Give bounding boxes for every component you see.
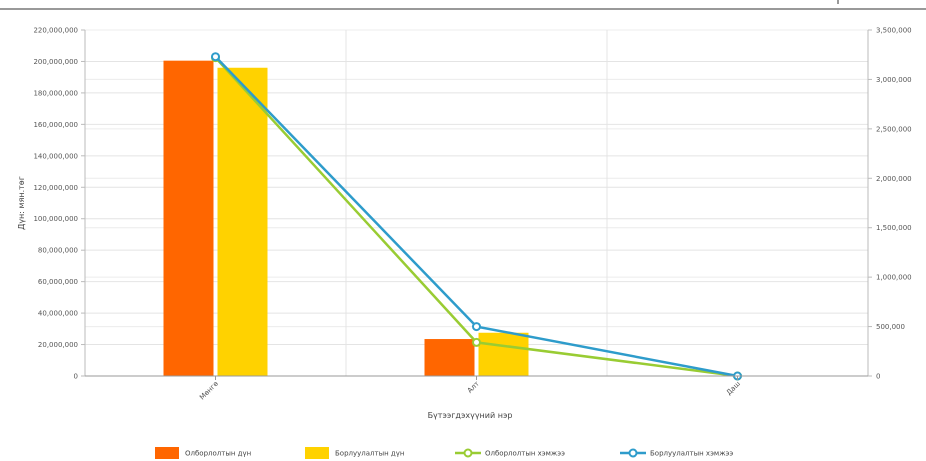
series-lines — [211, 52, 742, 381]
left-axis-ticks: 0 20,000,000 40,000,000 60,000,000 80,000,00… — [33, 27, 85, 381]
left-tick-label: 200,000,000 — [33, 58, 78, 66]
bar — [217, 67, 268, 376]
x-axis-ticks: Мөнгө Алт Даш — [198, 376, 742, 402]
legend-label: Борлуулалтын хэмжээ — [650, 450, 733, 458]
legend-bar-swatch — [305, 447, 329, 459]
right-tick-label: 1,500,000 — [876, 224, 912, 232]
series-point — [472, 337, 481, 347]
y-axis-title: Дүн: мян.төг — [17, 176, 26, 230]
left-tick-label: 100,000,000 — [33, 215, 78, 223]
legend: Олборлолтын дүн Борлуулалтын дүн Олборлолт… — [155, 447, 733, 459]
left-tick-label: 160,000,000 — [33, 121, 78, 129]
right-tick-label: 3,000,000 — [876, 76, 912, 84]
bars — [163, 60, 529, 376]
left-tick-label: 60,000,000 — [38, 278, 78, 286]
right-tick-label: 3,500,000 — [876, 27, 912, 35]
legend-label: Олборлолтын дүн — [185, 450, 251, 458]
left-tick-label: 120,000,000 — [33, 184, 78, 192]
left-tick-label: 20,000,000 — [38, 341, 78, 349]
x-tick-label: Алт — [466, 380, 481, 395]
x-tick-label: Мөнгө — [198, 380, 220, 402]
right-axis-ticks: 0 500,000 1,000,000 1,500,000 2,000,000 2,500… — [868, 27, 912, 381]
right-tick-label: 500,000 — [876, 323, 905, 331]
legend-point-swatch — [628, 448, 638, 458]
legend-point-swatch — [463, 448, 473, 458]
x-axis-title: Бүтээгдэхүүний нэр — [428, 411, 513, 420]
left-tick-label: 40,000,000 — [38, 310, 78, 318]
left-tick-label: 80,000,000 — [38, 247, 78, 255]
x-tick-label: Даш — [725, 380, 742, 397]
bar — [163, 60, 214, 376]
left-tick-label: 220,000,000 — [33, 27, 78, 35]
bar — [424, 339, 475, 376]
legend-bar-swatch — [155, 447, 179, 459]
left-tick-label: 140,000,000 — [33, 152, 78, 160]
series-point — [211, 52, 220, 62]
left-tick-label: 180,000,000 — [33, 89, 78, 97]
right-tick-label: 0 — [876, 373, 880, 381]
left-tick-label: 0 — [74, 373, 78, 381]
bar — [478, 332, 529, 376]
grid-lines — [85, 29, 868, 377]
series-point — [472, 322, 481, 332]
legend-label: Борлуулалтын дүн — [335, 450, 405, 458]
right-tick-label: 2,500,000 — [876, 125, 912, 133]
legend-label: Олборлолтын хэмжээ — [485, 450, 565, 458]
right-tick-label: 2,000,000 — [876, 175, 912, 183]
right-tick-label: 1,000,000 — [876, 274, 912, 282]
